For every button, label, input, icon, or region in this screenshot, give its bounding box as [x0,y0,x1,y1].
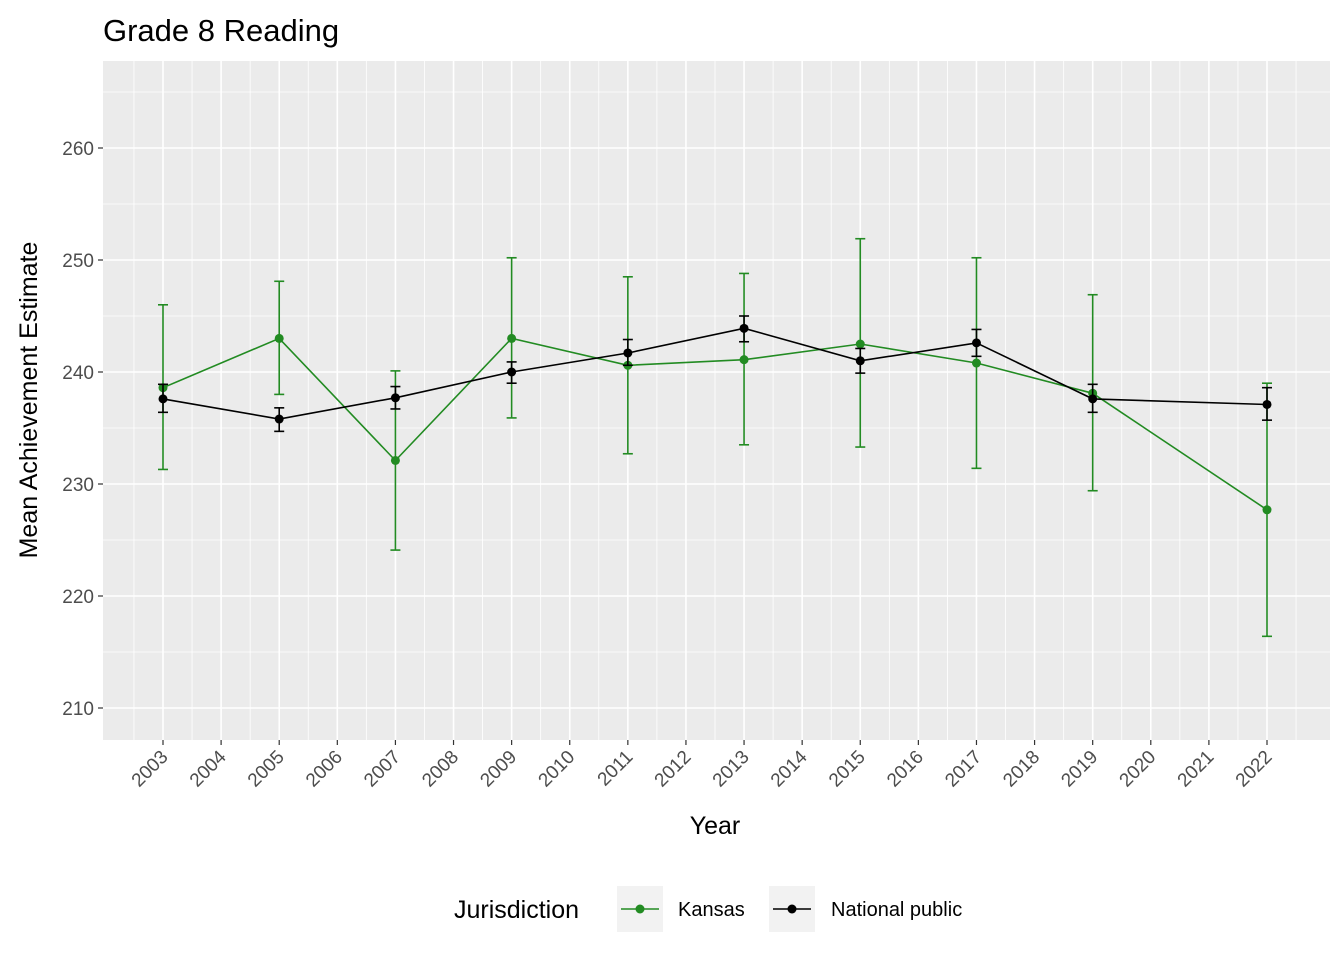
data-point [390,393,400,403]
x-tick-label: 2003 [128,747,173,792]
x-tick-label: 2016 [883,747,928,792]
legend-key-point [635,904,645,914]
x-tick-label: 2021 [1174,747,1219,792]
series-line [162,327,1268,420]
legend-label: National public [831,899,962,921]
data-point [158,394,168,404]
data-point [623,348,633,358]
data-point [739,323,749,333]
grid-lines [103,61,1330,740]
data-point [971,358,981,368]
x-tick-label: 2012 [651,747,696,792]
x-tick-label: 2007 [360,747,405,792]
x-tick-label: 2008 [418,747,463,792]
y-tick-label: 240 [62,363,94,384]
data-point [274,333,284,343]
data-point [507,367,517,377]
legend-label: Kansas [678,899,745,921]
x-tick-label: 2018 [999,747,1044,792]
data-point [855,339,865,349]
y-axis-label: Mean Achievement Estimate [15,242,43,559]
x-axis: 2003 2004 2005 2006 2007 2008 2009 2010 2011 2012… [128,740,1277,791]
data-point [971,338,981,348]
chart-title: Grade 8 Reading [103,13,339,48]
x-tick-label: 2019 [1057,747,1102,792]
legend-title: Jurisdiction [454,896,579,924]
series-national-public [158,315,1272,433]
legend-item-kansas: Kansas [617,886,745,932]
series-layer [158,237,1272,638]
x-tick-label: 2014 [767,746,812,791]
legend-item-national-public: National public [769,886,962,932]
x-tick-label: 2017 [941,747,986,792]
y-tick-label: 210 [62,699,94,720]
y-tick-label: 260 [62,139,94,160]
y-tick-label: 230 [62,475,94,496]
data-point [1262,399,1272,409]
data-point [855,356,865,366]
x-tick-label: 2006 [302,747,347,792]
data-point [390,455,400,465]
y-tick-label: 250 [62,251,94,272]
x-tick-label: 2015 [825,747,870,792]
x-tick-label: 2020 [1116,747,1161,792]
x-axis-label: Year [690,812,741,840]
x-tick-label: 2010 [535,747,580,792]
legend-key-point [787,904,797,914]
x-tick-label: 2009 [476,747,521,792]
data-point [1088,394,1098,404]
data-point [507,333,517,343]
data-point [1262,505,1272,515]
y-axis: 210 220 230 240 250 260 [62,139,103,720]
data-point [739,355,749,365]
series-kansas [158,237,1272,638]
legend: Jurisdiction Kansas National public [454,886,962,932]
data-point [274,414,284,424]
x-tick-label: 2013 [709,747,754,792]
x-tick-label: 2004 [186,746,231,791]
x-tick-label: 2011 [594,747,638,791]
series-line [162,337,1268,511]
x-tick-label: 2022 [1232,747,1277,792]
x-tick-label: 2005 [244,747,289,792]
y-tick-label: 220 [62,587,94,608]
